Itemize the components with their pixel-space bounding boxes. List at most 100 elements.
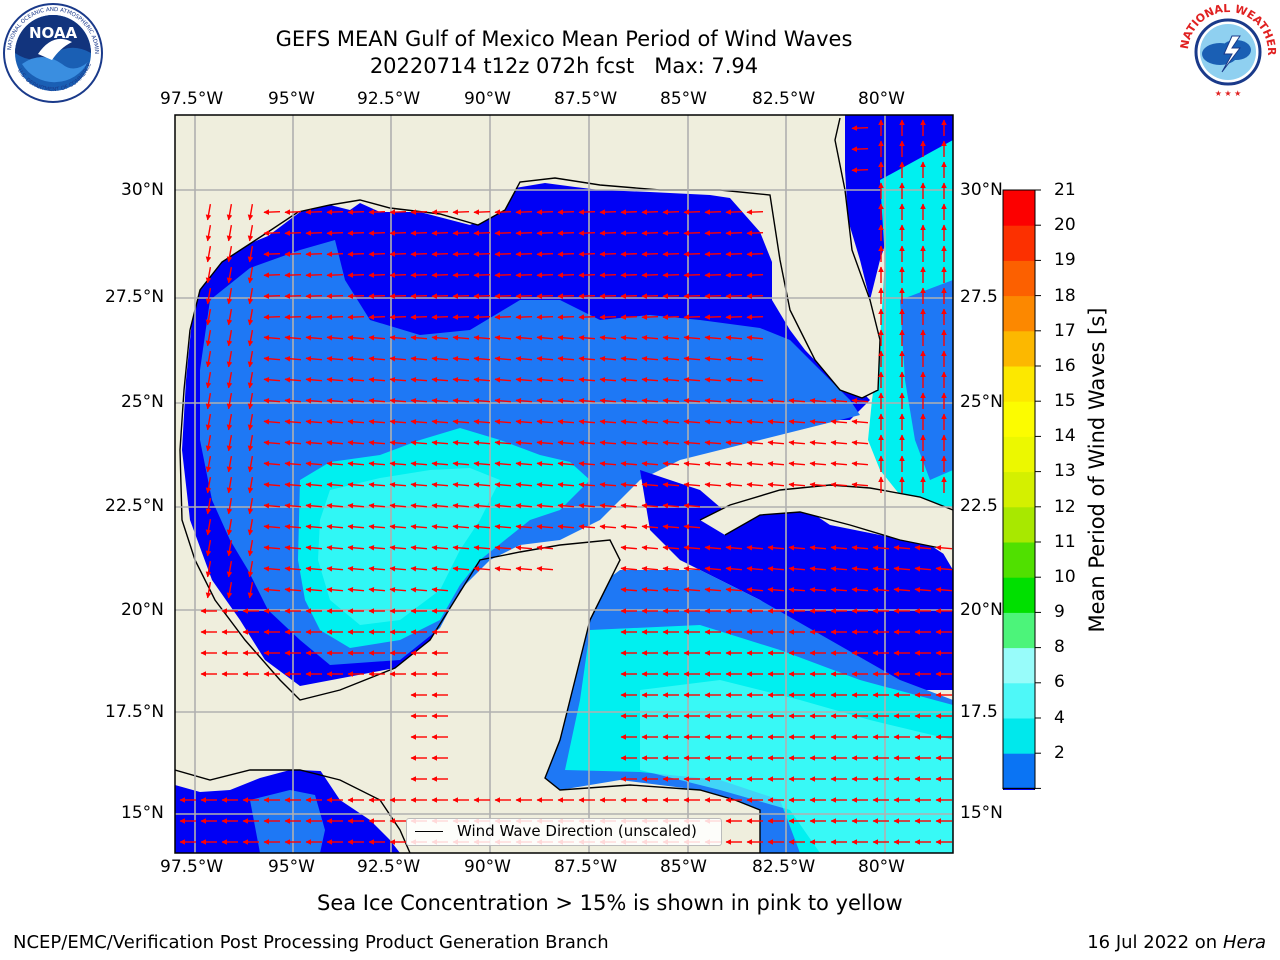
wind-arrow: [326, 418, 344, 425]
wind-arrow: [578, 418, 596, 425]
wind-arrow: [368, 439, 386, 446]
wind-arrow: [851, 146, 869, 152]
wind-arrow: [494, 209, 512, 215]
wind-arrow: [368, 251, 386, 257]
wind-arrow: [431, 293, 449, 299]
wind-arrow: [473, 355, 491, 362]
wind-arrow: [893, 565, 911, 572]
wind-arrow: [226, 224, 233, 242]
wind-arrow: [326, 334, 344, 341]
wind-arrow: [662, 230, 680, 236]
wind-arrow: [893, 586, 911, 593]
wind-arrow: [599, 439, 617, 446]
wind-arrow: [226, 434, 233, 452]
wind-arrow: [226, 392, 233, 410]
legend-line-icon: [415, 831, 443, 832]
colorbar-tick: 20: [1054, 215, 1076, 235]
wind-arrow: [452, 376, 470, 383]
wind-arrow: [536, 502, 554, 509]
wind-arrow: [515, 481, 533, 488]
wind-arrow: [683, 460, 701, 467]
wind-arrow: [247, 203, 254, 221]
wind-arrow: [247, 560, 254, 578]
wind-arrow: [557, 481, 575, 488]
wind-arrow: [284, 586, 302, 593]
wind-arrow: [284, 418, 302, 425]
wind-arrow: [284, 565, 302, 572]
wind-arrow: [683, 502, 701, 509]
colorbar-segment: [1003, 682, 1035, 719]
wind-arrow: [536, 439, 554, 446]
wind-arrow: [305, 355, 323, 362]
wind-arrow: [205, 203, 212, 221]
wind-arrow: [452, 544, 470, 551]
colorbar-segment: [1003, 295, 1035, 332]
wind-arrow: [247, 539, 254, 557]
wind-arrow: [473, 418, 491, 425]
wind-arrow: [368, 272, 386, 278]
lon-label-bottom: 97.5°W: [160, 857, 224, 877]
wind-arrow: [452, 565, 470, 572]
lon-label-top: 97.5°W: [160, 89, 224, 109]
wind-arrow: [578, 314, 596, 320]
wind-arrow: [662, 460, 680, 467]
wind-arrow: [515, 565, 533, 572]
wind-arrow: [704, 314, 722, 320]
wind-arrow: [704, 586, 722, 593]
wind-arrow: [515, 334, 533, 341]
chart-title: GEFS MEAN Gulf of Mexico Mean Period of …: [275, 27, 853, 51]
wind-arrow: [725, 376, 743, 383]
wind-arrow: [347, 397, 365, 404]
colorbar-segment: [1003, 366, 1035, 402]
wind-arrow: [305, 209, 323, 215]
wind-arrow: [599, 314, 617, 320]
wind-arrow: [226, 329, 233, 347]
colorbar-frame: [1002, 189, 1036, 789]
wind-arrow: [725, 293, 743, 299]
wind-arrow: [410, 481, 428, 488]
svg-text:★ ★ ★: ★ ★ ★: [1215, 89, 1242, 98]
colorbar-segment: [1003, 506, 1035, 543]
wind-arrow: [599, 523, 617, 530]
wind-arrow: [205, 434, 212, 452]
wind-arrow: [683, 439, 701, 446]
wind-arrow: [494, 544, 512, 551]
wind-arrow: [473, 439, 491, 446]
wind-arrow: [263, 418, 281, 425]
wind-arrow: [347, 481, 365, 488]
wind-arrow: [599, 502, 617, 509]
wind-arrow: [347, 272, 365, 278]
wind-arrow: [431, 230, 449, 236]
wind-arrow: [515, 376, 533, 383]
wind-arrow: [326, 209, 344, 215]
wind-arrow: [746, 460, 764, 467]
wind-arrow: [305, 460, 323, 467]
wind-arrow: [284, 251, 302, 257]
wind-arrow: [247, 413, 254, 431]
wind-arrow: [704, 544, 722, 551]
wind-arrow: [494, 502, 512, 509]
wind-arrow: [247, 518, 254, 536]
wind-arrow: [620, 251, 638, 257]
wind-arrow: [263, 565, 281, 572]
wind-arrow: [746, 544, 764, 551]
wind-arrow: [368, 565, 386, 572]
wind-arrow: [347, 460, 365, 467]
wind-arrow: [494, 355, 512, 362]
wind-arrow: [473, 314, 491, 320]
wind-arrow: [452, 355, 470, 362]
wind-arrow: [809, 565, 827, 572]
wind-arrow: [515, 523, 533, 530]
wind-arrow: [431, 460, 449, 467]
wind-arrow: [452, 418, 470, 425]
wind-arrow: [536, 481, 554, 488]
wind-arrow: [578, 355, 596, 362]
wind-arrow: [557, 293, 575, 299]
wind-arrow: [557, 397, 575, 404]
wind-arrow: [515, 355, 533, 362]
wind-arrow: [599, 481, 617, 488]
wind-arrow: [410, 523, 428, 530]
wind-arrow: [347, 230, 365, 236]
wind-arrow: [326, 230, 344, 236]
wind-arrow: [226, 371, 233, 389]
